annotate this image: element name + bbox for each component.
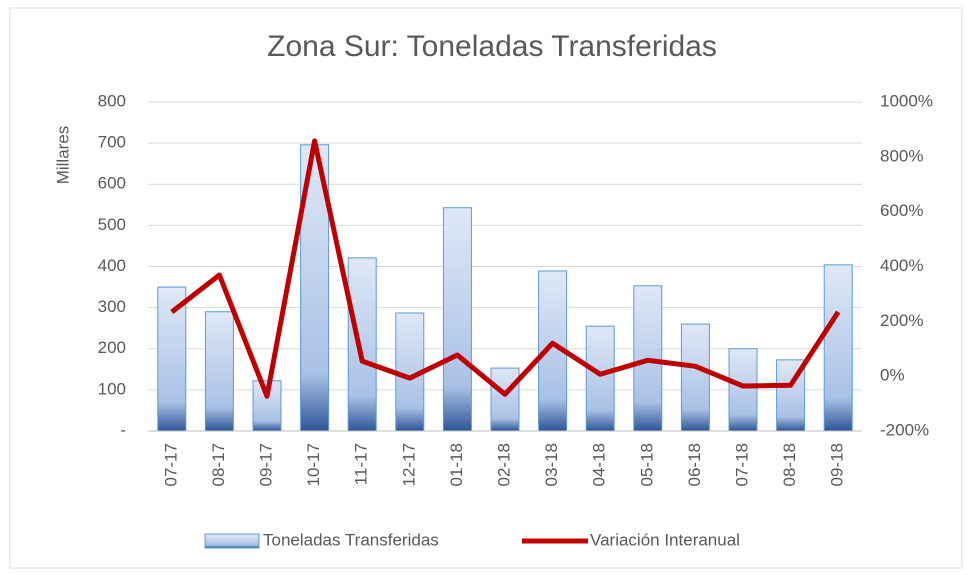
bar [585,325,615,432]
y2-tick-label: 0% [880,366,905,385]
y-tick-label: 800 [98,91,126,110]
x-tick-label: 09-18 [828,443,847,486]
legend-swatch [204,533,260,549]
y-tick-label: 200 [98,338,126,357]
y2-tick-label: 400% [880,256,923,275]
bar [204,311,234,432]
x-tick-label: 06-18 [685,443,704,486]
bar [442,207,472,432]
bar [157,286,187,432]
bar [823,264,853,432]
chart-frame [9,7,963,569]
y2-tick-label: 1000% [880,91,933,110]
x-tick-label: 09-17 [256,443,275,486]
chart-title: Zona Sur: Toneladas Transferidas [267,30,717,63]
bar [347,257,377,432]
x-tick-label: 03-18 [542,443,561,486]
x-tick-label: 04-18 [590,443,609,486]
y-tick-label: 100 [98,379,126,398]
bar [490,367,520,432]
y-tick-label: 500 [98,215,126,234]
legend-label: Variación Interanual [590,530,740,549]
y2-tick-label: -200% [880,420,929,439]
y2-tick-label: 600% [880,201,923,220]
y-tick-label: - [120,420,126,439]
x-tick-label: 12-17 [399,443,418,486]
y-tick-label: 400 [98,256,126,275]
y2-tick-label: 800% [880,146,923,165]
y2-tick-label: 200% [880,311,923,330]
x-tick-label: 10-17 [304,443,323,486]
x-tick-label: 07-18 [732,443,751,486]
y-tick-label: 300 [98,297,126,316]
y-tick-label: 600 [98,174,126,193]
x-tick-label: 08-18 [780,443,799,486]
y-axis-label: Millares [53,126,72,185]
legend-label: Toneladas Transferidas [263,530,439,549]
bar [680,323,710,432]
x-tick-label: 08-17 [209,443,228,486]
x-tick-label: 01-18 [447,443,466,486]
x-tick-label: 05-18 [637,443,656,486]
line [170,138,841,399]
bar [728,348,758,432]
y-tick-label: 700 [98,133,126,152]
x-tick-label: 11-17 [352,443,371,485]
x-tick-label: 02-18 [494,443,513,486]
x-tick-label: 07-17 [161,443,180,486]
